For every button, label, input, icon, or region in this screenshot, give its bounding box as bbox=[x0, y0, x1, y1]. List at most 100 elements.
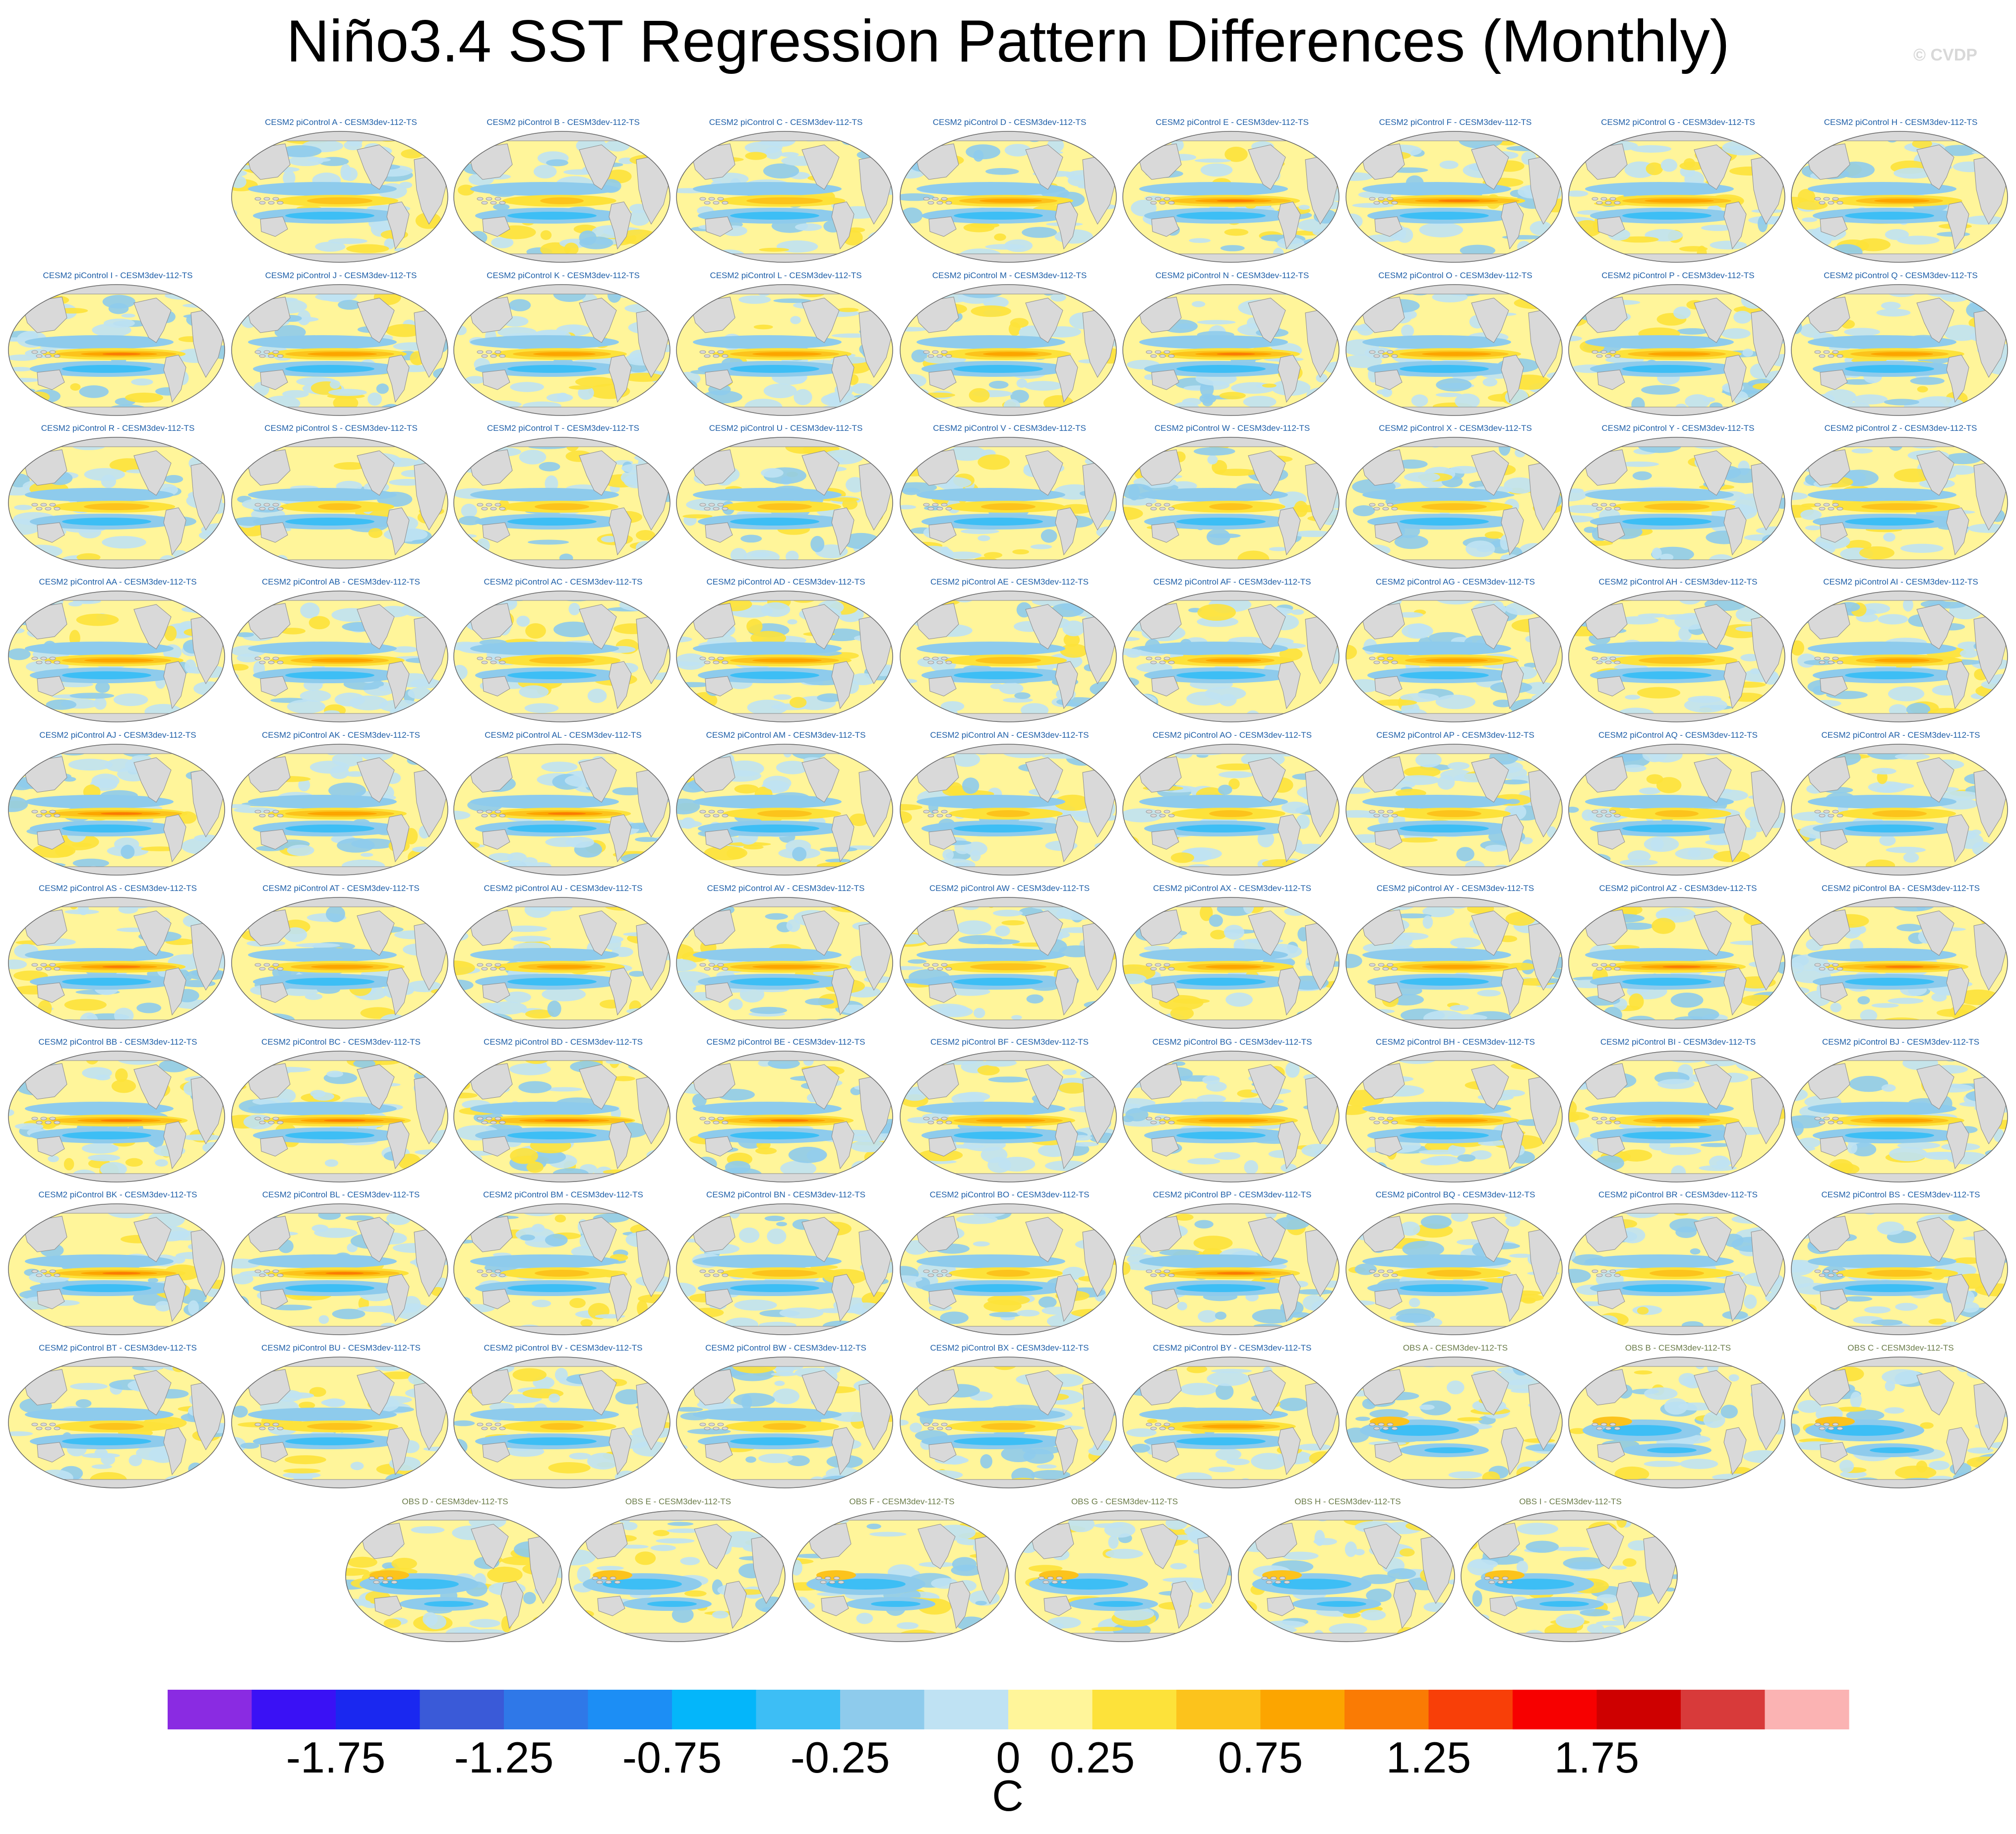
map-plot bbox=[1345, 284, 1563, 416]
map-plot bbox=[1345, 897, 1563, 1029]
map-panel: CESM2 piControl BM - CESM3dev-112-TS bbox=[453, 1189, 673, 1338]
panel-title: CESM2 piControl BS - CESM3dev-112-TS bbox=[1821, 1190, 1980, 1199]
map-panel: CESM2 piControl AB - CESM3dev-112-TS bbox=[231, 577, 451, 725]
panel-title: CESM2 piControl T - CESM3dev-112-TS bbox=[487, 423, 640, 433]
map-plot bbox=[1791, 1203, 2008, 1335]
map-panel: CESM2 piControl W - CESM3dev-112-TS bbox=[1122, 423, 1343, 572]
map-plot bbox=[676, 1203, 893, 1335]
map-panel: CESM2 piControl BV - CESM3dev-112-TS bbox=[453, 1343, 673, 1491]
panel-title: OBS E - CESM3dev-112-TS bbox=[625, 1497, 732, 1506]
panel-title: CESM2 piControl V - CESM3dev-112-TS bbox=[933, 423, 1086, 433]
panel-title: CESM2 piControl AE - CESM3dev-112-TS bbox=[930, 577, 1089, 587]
panel-title: CESM2 piControl C - CESM3dev-112-TS bbox=[709, 118, 863, 127]
panel-title: OBS H - CESM3dev-112-TS bbox=[1294, 1497, 1401, 1506]
map-panel: CESM2 piControl T - CESM3dev-112-TS bbox=[453, 423, 673, 572]
panel-title: CESM2 piControl Z - CESM3dev-112-TS bbox=[1824, 423, 1977, 433]
map-panel: CESM2 piControl AS - CESM3dev-112-TS bbox=[7, 883, 228, 1032]
colorbar-tick-label: -1.25 bbox=[454, 1733, 554, 1782]
panel-title: CESM2 piControl BA - CESM3dev-112-TS bbox=[1821, 884, 1980, 893]
map-panel: CESM2 piControl BH - CESM3dev-112-TS bbox=[1345, 1037, 1566, 1185]
map-plot bbox=[453, 1051, 671, 1183]
map-plot bbox=[676, 591, 893, 722]
map-panel: CESM2 piControl P - CESM3dev-112-TS bbox=[1568, 270, 1788, 419]
panel-title: CESM2 piControl AP - CESM3dev-112-TS bbox=[1376, 730, 1534, 740]
panel-title: CESM2 piControl I - CESM3dev-112-TS bbox=[43, 271, 193, 280]
map-panel: CESM2 piControl AO - CESM3dev-112-TS bbox=[1122, 730, 1343, 879]
map-plot bbox=[900, 1051, 1117, 1183]
map-panel: CESM2 piControl Z - CESM3dev-112-TS bbox=[1790, 423, 2011, 572]
panel-title: CESM2 piControl BT - CESM3dev-112-TS bbox=[39, 1343, 197, 1353]
map-panel: CESM2 piControl AF - CESM3dev-112-TS bbox=[1122, 577, 1343, 725]
map-plot bbox=[231, 437, 448, 569]
panel-title: OBS A - CESM3dev-112-TS bbox=[1403, 1343, 1508, 1353]
panel-title: CESM2 piControl AB - CESM3dev-112-TS bbox=[261, 577, 421, 587]
map-plot bbox=[1791, 897, 2008, 1029]
map-panel: CESM2 piControl AW - CESM3dev-112-TS bbox=[899, 883, 1120, 1032]
map-panel: CESM2 piControl AX - CESM3dev-112-TS bbox=[1122, 883, 1343, 1032]
map-plot bbox=[8, 1357, 225, 1488]
map-panel: CESM2 piControl AC - CESM3dev-112-TS bbox=[453, 577, 673, 725]
map-panel: CESM2 piControl V - CESM3dev-112-TS bbox=[899, 423, 1120, 572]
panel-title: CESM2 piControl AR - CESM3dev-112-TS bbox=[1821, 730, 1980, 740]
panel-title: CESM2 piControl AN - CESM3dev-112-TS bbox=[930, 730, 1089, 740]
panel-title: CESM2 piControl AM - CESM3dev-112-TS bbox=[706, 730, 866, 740]
map-panel: CESM2 piControl R - CESM3dev-112-TS bbox=[7, 423, 228, 572]
map-panel: CESM2 piControl BQ - CESM3dev-112-TS bbox=[1345, 1189, 1566, 1338]
map-panel: CESM2 piControl AJ - CESM3dev-112-TS bbox=[7, 730, 228, 879]
map-plot bbox=[900, 131, 1117, 263]
map-panel: CESM2 piControl AP - CESM3dev-112-TS bbox=[1345, 730, 1566, 879]
map-panel: CESM2 piControl L - CESM3dev-112-TS bbox=[675, 270, 896, 419]
map-plot bbox=[1568, 1051, 1785, 1183]
map-plot bbox=[231, 131, 448, 263]
map-panel: CESM2 piControl BL - CESM3dev-112-TS bbox=[231, 1189, 451, 1338]
map-panel: CESM2 piControl C - CESM3dev-112-TS bbox=[675, 117, 896, 266]
panel-title: CESM2 piControl BC - CESM3dev-112-TS bbox=[261, 1037, 421, 1047]
map-panel: CESM2 piControl AH - CESM3dev-112-TS bbox=[1568, 577, 1788, 725]
panel-title: CESM2 piControl AO - CESM3dev-112-TS bbox=[1153, 730, 1312, 740]
panel-title: CESM2 piControl AT - CESM3dev-112-TS bbox=[262, 884, 420, 893]
map-plot bbox=[231, 591, 448, 722]
map-plot bbox=[1791, 131, 2008, 263]
panel-title: CESM2 piControl AX - CESM3dev-112-TS bbox=[1153, 884, 1312, 893]
map-panel: CESM2 piControl F - CESM3dev-112-TS bbox=[1345, 117, 1566, 266]
map-plot bbox=[1791, 1051, 2008, 1183]
panel-title: CESM2 piControl AA - CESM3dev-112-TS bbox=[39, 577, 197, 587]
panel-title: CESM2 piControl BV - CESM3dev-112-TS bbox=[484, 1343, 643, 1353]
panel-title: CESM2 piControl AL - CESM3dev-112-TS bbox=[485, 730, 642, 740]
panel-title: CESM2 piControl AU - CESM3dev-112-TS bbox=[484, 884, 643, 893]
panel-title: CESM2 piControl B - CESM3dev-112-TS bbox=[487, 118, 640, 127]
map-plot bbox=[1345, 1357, 1563, 1488]
map-panel: CESM2 piControl AR - CESM3dev-112-TS bbox=[1790, 730, 2011, 879]
map-panel: CESM2 piControl BB - CESM3dev-112-TS bbox=[7, 1037, 228, 1185]
map-plot bbox=[1568, 1357, 1785, 1488]
panel-title: CESM2 piControl AW - CESM3dev-112-TS bbox=[929, 884, 1090, 893]
map-panel: CESM2 piControl AK - CESM3dev-112-TS bbox=[231, 730, 451, 879]
map-panel: CESM2 piControl BP - CESM3dev-112-TS bbox=[1122, 1189, 1343, 1338]
panel-title: CESM2 piControl Y - CESM3dev-112-TS bbox=[1601, 423, 1755, 433]
panel-title: CESM2 piControl L - CESM3dev-112-TS bbox=[710, 271, 862, 280]
map-plot bbox=[453, 437, 671, 569]
map-plot bbox=[1345, 131, 1563, 263]
panel-title: CESM2 piControl BD - CESM3dev-112-TS bbox=[484, 1037, 643, 1047]
map-panel: CESM2 piControl K - CESM3dev-112-TS bbox=[453, 270, 673, 419]
map-plot bbox=[1122, 1051, 1340, 1183]
panel-title: CESM2 piControl AH - CESM3dev-112-TS bbox=[1598, 577, 1758, 587]
map-plot bbox=[900, 744, 1117, 876]
panel-title: CESM2 piControl BO - CESM3dev-112-TS bbox=[929, 1190, 1090, 1199]
map-panel: CESM2 piControl BA - CESM3dev-112-TS bbox=[1790, 883, 2011, 1032]
panel-title: CESM2 piControl BI - CESM3dev-112-TS bbox=[1600, 1037, 1756, 1047]
map-plot bbox=[900, 1357, 1117, 1488]
map-plot bbox=[1568, 131, 1785, 263]
panel-title: CESM2 piControl BP - CESM3dev-112-TS bbox=[1153, 1190, 1312, 1199]
map-panel: CESM2 piControl AV - CESM3dev-112-TS bbox=[675, 883, 896, 1032]
map-panel: OBS B - CESM3dev-112-TS bbox=[1568, 1343, 1788, 1491]
map-plot bbox=[1345, 1203, 1563, 1335]
map-plot bbox=[676, 131, 893, 263]
panel-title: CESM2 piControl AQ - CESM3dev-112-TS bbox=[1598, 730, 1758, 740]
panel-title: CESM2 piControl AF - CESM3dev-112-TS bbox=[1153, 577, 1311, 587]
panel-title: CESM2 piControl G - CESM3dev-112-TS bbox=[1601, 118, 1755, 127]
panel-title: CESM2 piControl BG - CESM3dev-112-TS bbox=[1152, 1037, 1312, 1047]
panel-title: CESM2 piControl H - CESM3dev-112-TS bbox=[1824, 118, 1978, 127]
map-plot bbox=[1461, 1510, 1678, 1642]
map-panel: CESM2 piControl E - CESM3dev-112-TS bbox=[1122, 117, 1343, 266]
